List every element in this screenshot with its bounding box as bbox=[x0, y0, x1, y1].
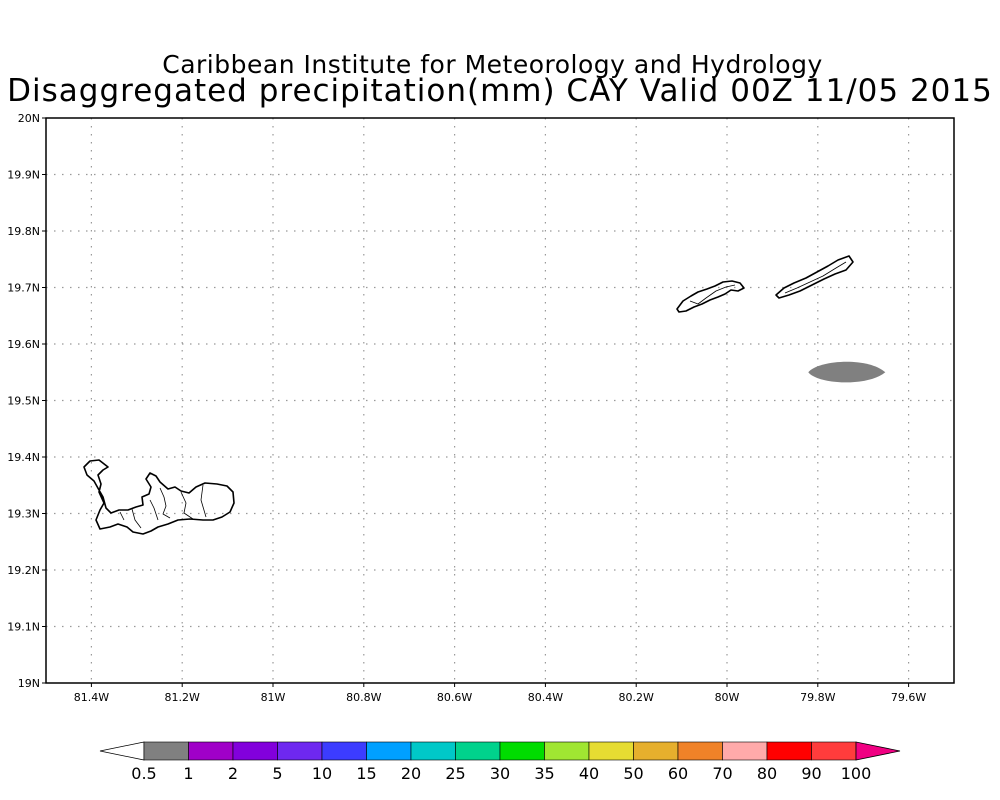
tick-label-lon: 80.2W bbox=[619, 691, 654, 704]
colorbar-label: 100 bbox=[841, 764, 872, 783]
tick-label-lon: 79.6W bbox=[891, 691, 926, 704]
colorbar-segment bbox=[499, 741, 545, 761]
tick-label-lon: 81.4W bbox=[74, 691, 109, 704]
colorbar-segment bbox=[855, 741, 901, 761]
tick-label-lat: 19.1N bbox=[7, 621, 40, 634]
tick-label-lat: 19.3N bbox=[7, 508, 40, 521]
precip-cell bbox=[808, 361, 886, 383]
tick-label-lon: 80.4W bbox=[528, 691, 563, 704]
colorbar-label: 20 bbox=[401, 764, 421, 783]
tick-label-lon: 80W bbox=[715, 691, 740, 704]
chart-title-product: Disaggregated precipitation(mm) CAY Vali… bbox=[7, 73, 993, 109]
tick-label-lat: 20N bbox=[18, 112, 40, 125]
island-grand-cayman bbox=[83, 459, 235, 535]
axis-ticks: 81.4W 81.2W 81W 80.8W 80.6W 80.4W 80.2W 80W 79.8… bbox=[7, 112, 926, 704]
tick-label-lat: 19.8N bbox=[7, 225, 40, 238]
colorbar-segment bbox=[366, 741, 412, 761]
colorbar-segment bbox=[588, 741, 634, 761]
precipitation-field bbox=[808, 361, 886, 383]
tick-label-lat: 19.9N bbox=[7, 169, 40, 182]
colorbar-segment bbox=[677, 741, 723, 761]
tick-label-lat: 19.5N bbox=[7, 395, 40, 408]
colorbar-label: 80 bbox=[757, 764, 777, 783]
colorbar-segment bbox=[143, 741, 189, 761]
colorbar-label: 90 bbox=[801, 764, 821, 783]
tick-label-lon: 80.8W bbox=[346, 691, 381, 704]
colorbar-label: 15 bbox=[356, 764, 376, 783]
colorbar-label: 60 bbox=[668, 764, 688, 783]
colorbar-label: 25 bbox=[445, 764, 465, 783]
tick-label-lon: 80.6W bbox=[437, 691, 472, 704]
island-little-cayman bbox=[676, 280, 745, 313]
colorbar-label: 70 bbox=[712, 764, 732, 783]
colorbar-segment bbox=[277, 741, 323, 761]
tick-label-lon: 81.2W bbox=[165, 691, 200, 704]
grid-lines bbox=[46, 118, 954, 683]
colorbar-segment bbox=[811, 741, 857, 761]
tick-label-lat: 19N bbox=[18, 677, 40, 690]
colorbar-label: 35 bbox=[534, 764, 554, 783]
colorbar-label: 5 bbox=[272, 764, 282, 783]
tick-label-lon: 79.8W bbox=[800, 691, 835, 704]
colorbar-segment bbox=[99, 741, 145, 761]
colorbar-segment bbox=[633, 741, 679, 761]
chart-title-institute: Caribbean Institute for Meteorology and … bbox=[162, 50, 823, 79]
colorbar-label: 0.5 bbox=[131, 764, 156, 783]
colorbar-label: 40 bbox=[579, 764, 599, 783]
colorbar-segment bbox=[766, 741, 812, 761]
colorbar-segment bbox=[410, 741, 456, 761]
colorbar-segment bbox=[455, 741, 501, 761]
colorbar-label: 30 bbox=[490, 764, 510, 783]
colorbar-label: 1 bbox=[183, 764, 193, 783]
colorbar-legend: 0.5 1 2 5 10 15 20 25 30 35 40 50 60 70 80 90 100 bbox=[99, 741, 901, 783]
colorbar-segment bbox=[188, 741, 234, 761]
tick-label-lon: 81W bbox=[261, 691, 286, 704]
colorbar-label: 50 bbox=[623, 764, 643, 783]
tick-label-lat: 19.4N bbox=[7, 451, 40, 464]
island-cayman-brac bbox=[775, 255, 854, 299]
colorbar-segment bbox=[232, 741, 278, 761]
tick-label-lat: 19.2N bbox=[7, 564, 40, 577]
tick-label-lat: 19.7N bbox=[7, 282, 40, 295]
tick-label-lat: 19.6N bbox=[7, 338, 40, 351]
colorbar-label: 2 bbox=[228, 764, 238, 783]
colorbar-label: 10 bbox=[312, 764, 332, 783]
colorbar-segment bbox=[544, 741, 590, 761]
colorbar-segment bbox=[722, 741, 768, 761]
colorbar-segment bbox=[321, 741, 367, 761]
